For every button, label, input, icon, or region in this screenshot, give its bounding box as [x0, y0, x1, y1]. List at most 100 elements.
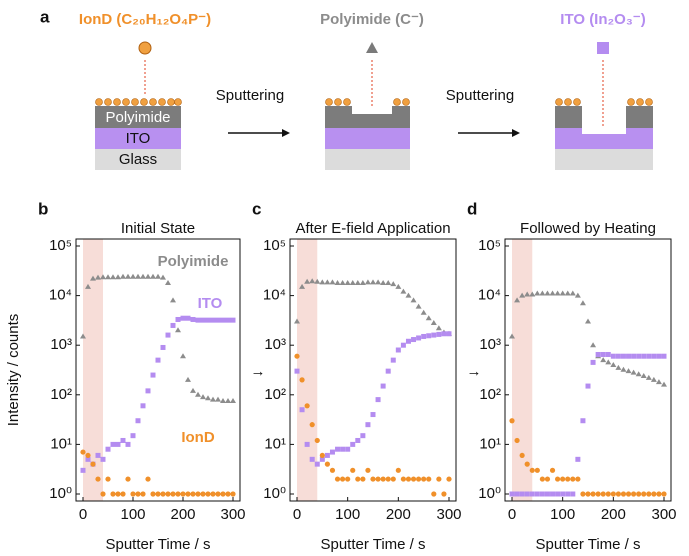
- data-point: [375, 279, 382, 285]
- data-point: [636, 491, 642, 497]
- data-point: [655, 379, 662, 385]
- y-tick-label: 10²: [479, 386, 501, 403]
- x-tick-label: 0: [508, 506, 516, 523]
- data-point: [579, 300, 586, 306]
- data-point: [90, 461, 96, 467]
- data-point: [170, 297, 176, 303]
- data-point: [605, 351, 611, 357]
- ion-label: ITO (In₂O₃⁻): [560, 11, 645, 28]
- data-point: [359, 279, 366, 285]
- data-point: [421, 476, 427, 482]
- data-point: [200, 394, 206, 400]
- data-point: [140, 273, 146, 279]
- data-point: [435, 325, 442, 331]
- ion-label: Polyimide (C⁻): [320, 11, 424, 28]
- data-point: [95, 476, 101, 482]
- data-point: [415, 303, 422, 309]
- x-tick-label: 200: [386, 506, 411, 523]
- data-point: [650, 376, 657, 382]
- y-tick-label: 10⁰: [263, 485, 286, 502]
- data-point: [220, 491, 226, 497]
- data-point: [431, 491, 437, 497]
- data-point: [299, 283, 306, 289]
- data-point: [190, 387, 196, 393]
- data-point: [410, 476, 417, 482]
- data-point: [411, 337, 417, 343]
- data-point: [309, 456, 315, 462]
- x-axis-label: Sputter Time / s: [535, 536, 640, 553]
- data-point: [554, 290, 561, 296]
- data-point: [380, 476, 386, 482]
- data-point: [524, 491, 530, 497]
- data-point: [615, 364, 622, 370]
- x-tick-label: 0: [79, 506, 87, 523]
- data-point: [309, 422, 315, 428]
- data-point: [345, 476, 351, 482]
- x-tick-label: 200: [601, 506, 626, 523]
- data-point: [534, 491, 540, 497]
- data-point: [565, 476, 571, 482]
- y-tick-label: 10¹: [50, 435, 72, 452]
- data-point: [390, 281, 397, 287]
- layer-label: ITO: [126, 130, 151, 147]
- data-point: [375, 397, 381, 403]
- data-point: [185, 315, 191, 321]
- data-point: [625, 491, 632, 497]
- data-point: [225, 491, 231, 497]
- data-point: [385, 368, 391, 374]
- data-point: [416, 335, 422, 341]
- data-point: [524, 291, 531, 297]
- data-point: [225, 397, 231, 403]
- x-tick-label: 100: [335, 506, 360, 523]
- data-point: [130, 491, 136, 497]
- data-point: [605, 491, 611, 497]
- data-point: [436, 476, 442, 482]
- data-point: [220, 397, 226, 403]
- data-point: [319, 456, 325, 462]
- data-point: [544, 290, 551, 296]
- step-label: Sputtering: [446, 87, 514, 104]
- data-point: [615, 491, 622, 497]
- data-point: [180, 315, 186, 321]
- data-point: [150, 491, 156, 497]
- x-axis-label: Sputter Time / s: [105, 536, 210, 553]
- data-point: [600, 351, 606, 357]
- data-point: [100, 491, 106, 497]
- data-point: [105, 446, 111, 452]
- y-tick-label: 10³: [50, 336, 72, 353]
- data-point: [590, 359, 596, 365]
- x-tick-label: 300: [651, 506, 676, 523]
- data-point: [160, 491, 166, 497]
- data-point: [165, 279, 171, 285]
- data-point: [304, 278, 311, 284]
- data-point: [385, 279, 392, 285]
- data-point: [441, 491, 447, 497]
- data-point: [595, 351, 601, 357]
- y-tick-label: 10⁵: [478, 237, 501, 254]
- data-point: [585, 318, 591, 324]
- data-point: [524, 461, 530, 467]
- y-tick-label: 10⁴: [478, 287, 501, 304]
- data-point: [574, 292, 581, 298]
- data-point: [299, 407, 305, 413]
- data-point: [600, 357, 607, 363]
- data-point: [564, 290, 571, 296]
- step-label: Sputtering: [216, 87, 284, 104]
- data-point: [385, 476, 391, 482]
- data-point: [539, 491, 545, 497]
- data-point: [230, 397, 236, 403]
- data-point: [395, 467, 401, 473]
- data-point: [590, 491, 596, 497]
- data-point: [175, 327, 181, 333]
- data-point: [115, 441, 121, 447]
- ion-icon: [597, 42, 609, 54]
- data-point: [631, 491, 637, 497]
- data-point: [340, 446, 346, 452]
- data-point: [85, 283, 91, 289]
- data-point: [230, 491, 236, 497]
- data-point: [400, 342, 406, 348]
- ion-label: IonD (C₂₀H₁₂O₄P⁻): [79, 11, 211, 28]
- data-point: [80, 467, 86, 473]
- data-point: [509, 418, 515, 424]
